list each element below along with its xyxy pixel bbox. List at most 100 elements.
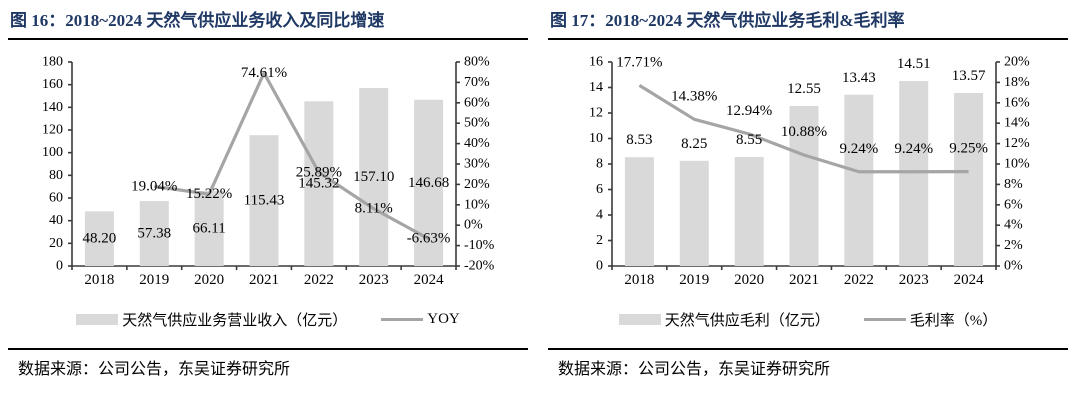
right-axis-label: 60% [464, 95, 490, 110]
right-axis-label: -20% [464, 259, 495, 274]
category-label: 2021 [789, 272, 819, 288]
chart-legend: 天然气供应毛利（亿元） 毛利率（%） [548, 306, 1068, 332]
left-axis-label: 20 [49, 236, 63, 251]
right-axis-label: 14% [1004, 116, 1030, 131]
category-label: 2020 [734, 272, 764, 288]
right-axis-label: 40% [464, 136, 490, 151]
bar-value-label: 115.43 [244, 193, 285, 209]
bar-value-label: 146.68 [408, 175, 449, 191]
left-axis-label: 120 [42, 123, 63, 138]
line-value-label: -6.63% [407, 231, 451, 247]
legend-label: 天然气供应毛利（亿元） [664, 312, 830, 329]
x-axis-ticks [611, 266, 997, 270]
left-axis-label: 6 [596, 182, 603, 197]
line-swatch-icon [381, 317, 424, 321]
line-value-labels: 17.71% 14.38% 12.94% 10.88% 9.24% 9.24% 9.25% [616, 54, 988, 156]
title-divider [8, 38, 528, 40]
source-text: 数据来源：公司公告，东吴证券研究所 [558, 361, 831, 378]
trend-line [638, 83, 969, 174]
bar [844, 94, 874, 266]
right-axis-label: 20% [464, 177, 490, 192]
right-axis-label: 18% [1004, 75, 1030, 90]
left-axis-label: 100 [42, 145, 63, 160]
line-value-label: 9.24% [894, 141, 933, 157]
category-labels: 2018 2019 2020 2021 2022 2023 2024 [624, 272, 984, 288]
legend-label: YOY [427, 310, 460, 327]
left-axis-label: 0 [56, 259, 63, 274]
source-divider [8, 348, 528, 350]
line-value-label: 9.25% [949, 141, 988, 157]
category-label: 2019 [139, 272, 169, 288]
left-axis-label: 10 [589, 131, 603, 146]
trend-polyline [154, 71, 430, 241]
source-text: 数据来源：公司公告，东吴证券研究所 [18, 361, 291, 378]
bar-value-label: 145.32 [298, 176, 339, 192]
category-label: 2022 [304, 272, 334, 288]
trend-line [154, 71, 430, 241]
right-axis-label: 6% [1004, 197, 1023, 212]
right-axis-label: 8% [1004, 177, 1023, 192]
legend-label: 毛利率（%） [909, 312, 998, 329]
left-axis-label: 14 [589, 80, 603, 95]
category-label: 2021 [249, 272, 279, 288]
left-axis-label: 8 [596, 157, 603, 172]
bar-value-labels: 8.53 8.25 8.55 12.55 13.43 14.51 13.57 [626, 56, 986, 152]
left-axis-label: 16 [589, 55, 603, 70]
source-divider [548, 348, 1068, 350]
left-axis-ticks: 0 2 4 6 8 10 12 14 16 [589, 55, 612, 274]
bar-value-label: 8.25 [681, 136, 707, 152]
bar [899, 80, 929, 266]
line-value-label: 14.38% [671, 88, 717, 104]
right-axis-label: -10% [464, 238, 495, 253]
left-axis-label: 140 [42, 100, 63, 115]
line-value-label: 19.04% [131, 178, 177, 194]
bars [84, 87, 444, 266]
bar-value-label: 157.10 [353, 169, 394, 185]
left-axis-label: 0 [596, 259, 603, 274]
category-label: 2023 [359, 272, 389, 288]
left-axis-label: 60 [49, 191, 63, 206]
figure-panel-16: 图 16：2018~2024 天然气供应业务收入及同比增速 0 20 40 60 80 1… [0, 0, 540, 380]
bar-swatch-icon [76, 313, 119, 325]
bar-value-label: 8.53 [626, 132, 652, 148]
bar [249, 135, 279, 266]
legend-label: 天然气供应业务营业收入（亿元） [122, 312, 348, 329]
right-axis-label: 70% [464, 75, 490, 90]
bar [194, 191, 224, 266]
category-label: 2020 [194, 272, 224, 288]
legend-item: YOY [381, 311, 460, 328]
bar [359, 87, 389, 266]
line-value-label: 17.71% [616, 54, 662, 70]
figures-row: 图 16：2018~2024 天然气供应业务收入及同比增速 0 20 40 60 80 1… [0, 0, 1080, 380]
right-axis-label: 30% [464, 157, 490, 172]
right-axis-label: 0% [464, 218, 483, 233]
category-label: 2018 [624, 272, 654, 288]
bar-value-label: 12.55 [787, 81, 821, 97]
right-axis-label: 10% [464, 197, 490, 212]
left-axis-label: 12 [589, 106, 603, 121]
line-swatch-icon [863, 317, 906, 321]
bar [789, 105, 819, 266]
bar-value-label: 8.55 [736, 132, 762, 148]
bar [679, 160, 709, 266]
category-label: 2019 [679, 272, 709, 288]
category-label: 2024 [414, 272, 445, 288]
bar-value-label: 57.38 [137, 225, 171, 241]
right-axis-label: 16% [1004, 95, 1030, 110]
right-axis-ticks: 0% 2% 4% 6% 8% 10% 12% 14% 16% 18% 20% [996, 55, 1030, 274]
left-axis-label: 2 [596, 233, 603, 248]
category-label: 2022 [844, 272, 874, 288]
right-axis-label: 20% [1004, 55, 1030, 70]
line-value-label: 74.61% [241, 65, 287, 81]
x-axis-ticks [71, 266, 457, 270]
legend-item: 天然气供应毛利（亿元） [618, 309, 830, 330]
left-axis-label: 180 [42, 55, 63, 70]
figure-panel-17: 图 17：2018~2024 天然气供应业务毛利&毛利率 0 2 4 6 8 10 12 14… [540, 0, 1080, 380]
right-axis-label: 12% [1004, 136, 1030, 151]
chart-legend: 天然气供应业务营业收入（亿元） YOY [8, 306, 528, 332]
right-axis-label: 0% [1004, 259, 1023, 274]
line-value-label: 15.22% [186, 186, 232, 202]
gross-profit-margin-chart: 0 2 4 6 8 10 12 14 16 0% 2% 4% 6% 8% 10% 12% 14% 16% 18% 20… [589, 54, 1030, 288]
figure-title: 图 16：2018~2024 天然气供应业务收入及同比增速 [10, 11, 385, 30]
line-value-label: 12.94% [726, 103, 772, 119]
